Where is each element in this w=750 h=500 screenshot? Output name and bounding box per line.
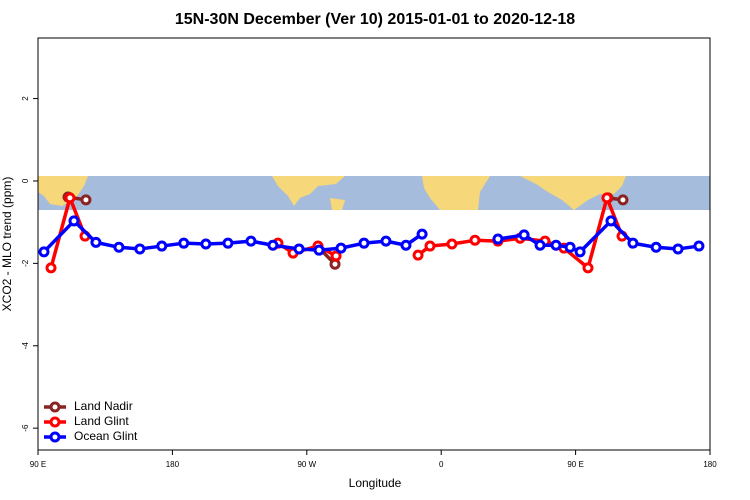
data-point: [90, 236, 102, 248]
plot-frame: [37, 37, 711, 451]
data-point: [68, 215, 80, 227]
x-tick-label: 90 E: [30, 460, 46, 469]
x-tick-label: 180: [166, 460, 180, 469]
data-point: [518, 229, 530, 241]
data-point: [412, 249, 424, 261]
data-point: [400, 239, 412, 251]
data-point: [313, 244, 325, 256]
chart-title: 15N-30N December (Ver 10) 2015-01-01 to …: [175, 11, 575, 28]
data-point: [329, 258, 341, 270]
x-tick-label: 0: [439, 460, 444, 469]
data-point: [293, 243, 305, 255]
data-point: [380, 235, 392, 247]
y-tick-label: 0: [21, 178, 30, 183]
legend-marker: [49, 401, 61, 413]
x-tick-label: 90 W: [297, 460, 316, 469]
y-tick-label: -2: [21, 259, 30, 267]
data-point: [650, 241, 662, 253]
data-point: [424, 240, 436, 252]
legend-label: Land Nadir: [74, 399, 133, 413]
data-point: [492, 233, 504, 245]
data-point: [534, 239, 546, 251]
legend-marker: [49, 416, 61, 428]
data-point: [358, 237, 370, 249]
data-point: [200, 238, 212, 250]
legend-marker: [49, 431, 61, 443]
map-background: [38, 176, 710, 210]
y-tick-label: -4: [21, 342, 30, 350]
data-point: [446, 238, 458, 250]
data-point: [80, 194, 92, 206]
data-point: [38, 246, 50, 258]
data-point: [582, 262, 594, 274]
data-point: [335, 242, 347, 254]
data-point: [672, 243, 684, 255]
data-point: [469, 234, 481, 246]
x-tick-label: 180: [703, 460, 717, 469]
data-point: [330, 250, 342, 262]
data-point: [627, 237, 639, 249]
data-point: [45, 262, 57, 274]
data-point: [564, 241, 576, 253]
data-point: [156, 240, 168, 252]
data-point: [113, 241, 125, 253]
y-axis-label: XCO2 - MLO trend (ppm): [0, 177, 14, 312]
data-point: [617, 194, 629, 206]
data-point: [416, 228, 428, 240]
data-point: [601, 192, 613, 204]
data-point: [134, 243, 146, 255]
data-point: [245, 235, 257, 247]
data-point: [267, 239, 279, 251]
x-axis-label: Longitude: [349, 476, 402, 490]
y-tick-label: 2: [21, 96, 30, 101]
x-tick-label: 90 E: [567, 460, 583, 469]
y-tick-label: -6: [21, 424, 30, 432]
legend-label: Ocean Glint: [74, 429, 138, 443]
data-point: [64, 192, 76, 204]
data-point: [693, 240, 705, 252]
legend-label: Land Glint: [74, 414, 129, 428]
data-point: [222, 237, 234, 249]
data-point: [550, 239, 562, 251]
data-point: [605, 215, 617, 227]
data-point: [178, 237, 190, 249]
data-point: [574, 246, 586, 258]
